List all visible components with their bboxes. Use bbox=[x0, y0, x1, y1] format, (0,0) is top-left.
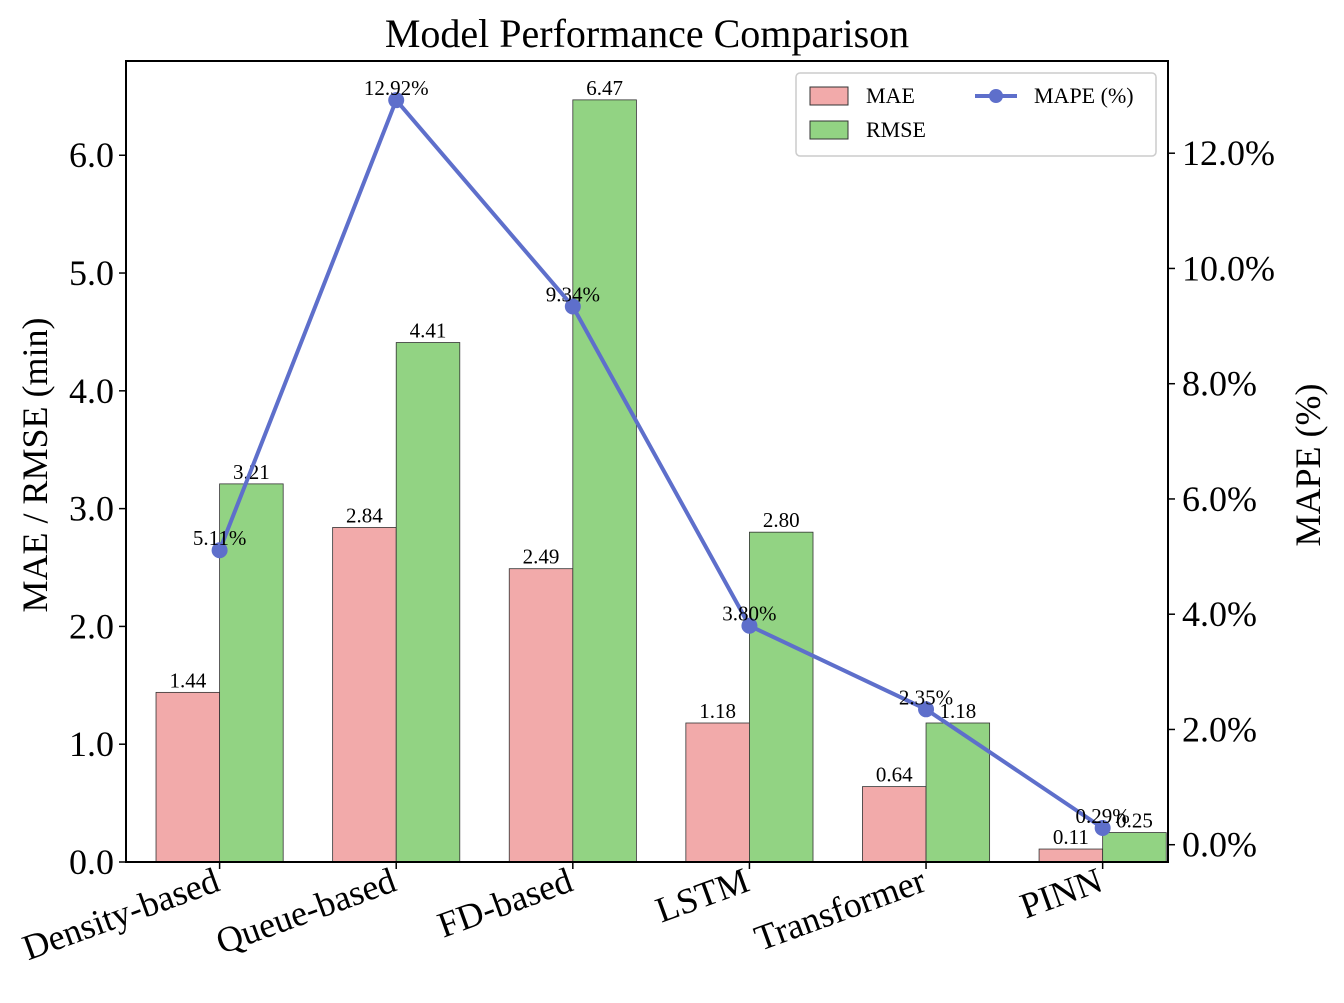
axes-frame bbox=[125, 60, 1169, 863]
chart-title: Model Performance Comparison bbox=[385, 11, 909, 56]
legend-swatch-rmse bbox=[809, 120, 849, 140]
mape-point bbox=[1094, 820, 1111, 837]
data-label-mae: 1.18 bbox=[699, 699, 736, 723]
legend-swatch-mae bbox=[809, 86, 849, 106]
data-label-mae: 0.64 bbox=[876, 763, 913, 787]
data-label-mae: 2.49 bbox=[523, 545, 560, 569]
y-tick-label-left: 4.0 bbox=[69, 371, 114, 411]
data-label-mape: 12.92% bbox=[364, 76, 429, 100]
y-tick-label-right: 6.0% bbox=[1182, 479, 1257, 519]
y-tick-label-left: 2.0 bbox=[69, 606, 114, 646]
data-label-rmse: 4.41 bbox=[410, 319, 447, 343]
bar-mae bbox=[862, 786, 927, 863]
mape-line bbox=[217, 98, 1104, 830]
data-label-mae: 1.44 bbox=[169, 668, 206, 692]
mape-point bbox=[388, 92, 405, 109]
y-tick-label-left: 5.0 bbox=[69, 253, 114, 293]
legend-box bbox=[795, 72, 1157, 157]
data-label-rmse: 6.47 bbox=[586, 76, 623, 100]
y-tick-label-right: 12.0% bbox=[1182, 133, 1275, 173]
bar-rmse bbox=[1102, 832, 1167, 863]
y-tick-label-right: 4.0% bbox=[1182, 594, 1257, 634]
bar-rmse bbox=[749, 531, 814, 863]
x-tick-label: Queue-based bbox=[211, 860, 401, 962]
y-tick-label-right: 10.0% bbox=[1182, 248, 1275, 288]
data-label-mape: 2.35% bbox=[899, 685, 953, 709]
x-tick-label: LSTM bbox=[650, 860, 754, 930]
bar-mae bbox=[155, 691, 221, 863]
x-tick-label: Density-based bbox=[17, 860, 224, 968]
y-tick-label-left: 6.0 bbox=[69, 135, 114, 175]
data-label-mae: 0.11 bbox=[1053, 825, 1089, 849]
legend-label-mape: MAPE (%) bbox=[1034, 83, 1134, 108]
mape-point bbox=[741, 617, 758, 634]
mape-point bbox=[918, 701, 935, 718]
plot-area: 1.443.212.844.412.496.471.182.800.641.18… bbox=[17, 60, 1275, 968]
legend: MAE RMSE MAPE (%) bbox=[795, 72, 1157, 157]
bar-mae bbox=[508, 568, 574, 863]
legend-label-rmse: RMSE bbox=[866, 117, 926, 142]
data-label-mape: 3.80% bbox=[722, 602, 776, 626]
data-label-rmse: 2.80 bbox=[763, 508, 800, 532]
bar-mae bbox=[685, 722, 750, 863]
data-label-mape: 5.11% bbox=[193, 526, 246, 550]
bar-rmse bbox=[395, 342, 461, 863]
y-tick-label-right: 2.0% bbox=[1182, 709, 1257, 749]
y-tick-label-left: 1.0 bbox=[69, 724, 114, 764]
data-label-mape: 9.34% bbox=[546, 282, 600, 306]
bar-mae bbox=[332, 527, 397, 863]
legend-label-mae: MAE bbox=[866, 83, 915, 108]
data-label-rmse: 1.18 bbox=[939, 699, 976, 723]
x-tick-label: FD-based bbox=[432, 860, 577, 945]
x-tick-label: Transformer bbox=[749, 860, 931, 959]
legend-marker-mape bbox=[989, 89, 1003, 103]
y-axis-label-right: MAPE (%) bbox=[1288, 384, 1328, 547]
data-label-mape: 0.29% bbox=[1076, 804, 1130, 828]
data-label-rmse: 0.25 bbox=[1116, 809, 1153, 833]
bar-rmse bbox=[572, 99, 637, 863]
mape-point bbox=[211, 542, 228, 559]
y-tick-label-right: 0.0% bbox=[1182, 825, 1257, 865]
y-tick-label-left: 0.0 bbox=[69, 842, 114, 882]
bar-rmse bbox=[219, 483, 284, 863]
y-tick-label-right: 8.0% bbox=[1182, 364, 1257, 404]
mape-point bbox=[564, 298, 581, 315]
y-axis-label-left: MAE / RMSE (min) bbox=[15, 317, 55, 612]
data-label-mae: 2.84 bbox=[346, 503, 383, 527]
y-tick-label-left: 3.0 bbox=[69, 489, 114, 529]
x-tick-label: PINN bbox=[1015, 860, 1108, 926]
